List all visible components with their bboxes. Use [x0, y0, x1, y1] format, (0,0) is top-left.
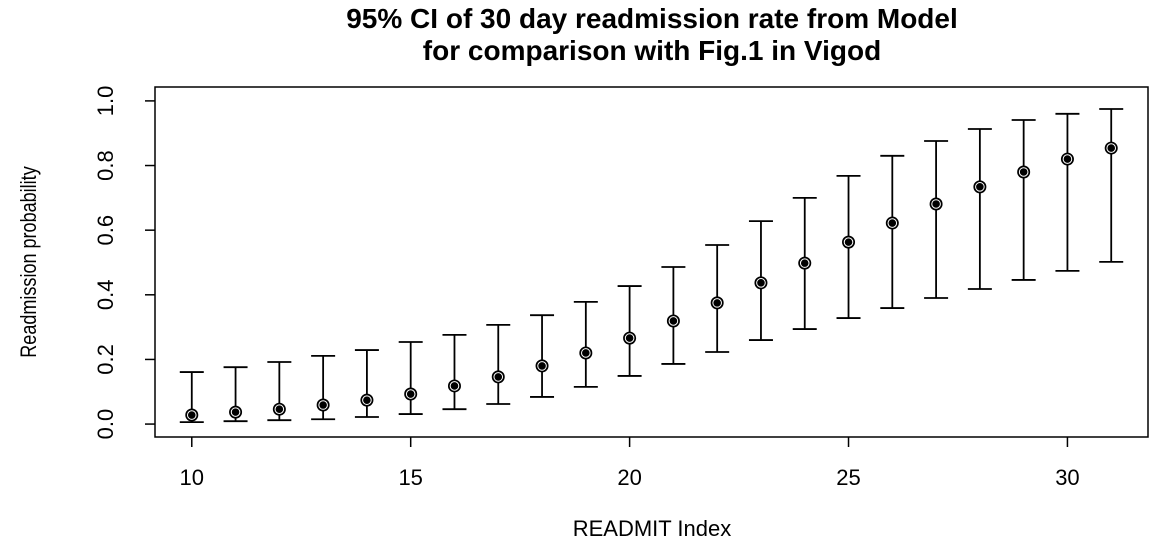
y-tick-label: 0.0 [93, 409, 118, 440]
chart-title: for comparison with Fig.1 in Vigod [423, 35, 881, 66]
point-ring [362, 395, 372, 405]
point-ring [975, 182, 985, 192]
point-ring [1018, 167, 1029, 177]
y-tick-label: 0.6 [93, 215, 118, 246]
x-tick-label: 15 [398, 465, 422, 490]
y-tick-label: 0.2 [93, 344, 118, 375]
point-ring [712, 298, 722, 308]
point-ring [756, 278, 766, 288]
point-ring [230, 407, 241, 417]
y-tick-label: 1.0 [93, 86, 118, 117]
point-ring [449, 381, 460, 391]
point-ring [318, 400, 328, 410]
point-ring [405, 389, 416, 399]
point-ring [274, 404, 285, 415]
plot-frame [154, 86, 1149, 438]
point-ring [887, 218, 898, 228]
point-ring [931, 199, 941, 209]
point-ring [581, 348, 591, 358]
point-ring [799, 258, 810, 268]
x-axis-label: READMIT Index [573, 516, 732, 541]
y-tick-label: 0.8 [93, 150, 118, 181]
chart-title: 95% CI of 30 day readmission rate from M… [346, 3, 958, 34]
x-tick-label: 10 [180, 465, 204, 490]
x-tick-label: 30 [1055, 465, 1079, 490]
x-tick-label: 25 [836, 465, 860, 490]
point-ring [668, 316, 679, 326]
y-axis-label: Readmission probability [17, 165, 41, 357]
y-tick-label: 0.4 [93, 280, 118, 311]
point-ring [1106, 143, 1117, 153]
point-ring [624, 333, 635, 343]
point-ring [493, 372, 504, 382]
point-ring [1062, 154, 1073, 164]
point-ring [186, 410, 197, 420]
point-ring [537, 361, 547, 371]
x-tick-label: 20 [617, 465, 641, 490]
point-ring [843, 237, 854, 247]
